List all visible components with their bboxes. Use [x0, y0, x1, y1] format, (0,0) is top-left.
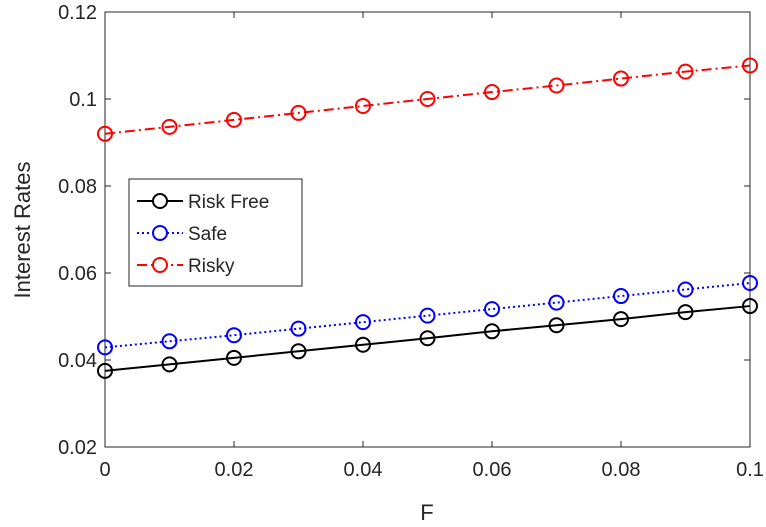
data-point-risk-free	[419, 330, 436, 347]
data-point-risky	[419, 91, 436, 107]
y-axis-label: Interest Rates	[10, 162, 35, 299]
data-point-safe	[548, 294, 565, 311]
series-line-risky	[104, 64, 751, 135]
data-point-safe	[97, 339, 113, 356]
data-point-risk-free	[290, 343, 307, 360]
series-safe	[97, 275, 758, 356]
data-point-risky	[161, 118, 178, 135]
y-tick-label: 0.04	[58, 350, 97, 372]
y-tick-label: 0.1	[69, 89, 97, 111]
data-point-risky	[97, 125, 113, 142]
y-tick-label: 0.02	[58, 437, 97, 459]
legend-marker-risk-free	[152, 193, 168, 209]
legend-marker-safe	[152, 225, 168, 241]
data-point-risky	[613, 70, 629, 87]
y-tick-label: 0.12	[58, 2, 97, 24]
series-layer	[97, 57, 758, 379]
data-point-safe	[419, 307, 436, 324]
x-tick-label: 0.06	[473, 459, 512, 481]
data-point-safe	[484, 301, 500, 318]
data-point-safe	[226, 327, 242, 344]
legend-label-safe: Safe	[188, 224, 227, 245]
data-point-safe	[677, 281, 694, 298]
data-point-risk-free	[677, 304, 694, 321]
data-point-risky	[548, 77, 565, 94]
data-point-risky	[226, 111, 242, 128]
series-line-risk-free	[104, 305, 751, 372]
data-point-safe	[355, 314, 371, 331]
series-risky	[97, 57, 758, 142]
data-point-risk-free	[613, 311, 629, 328]
data-point-safe	[290, 320, 307, 337]
data-point-risky	[677, 63, 694, 80]
plot-area	[104, 11, 751, 448]
legend: Risk Free Safe Risky	[128, 178, 303, 287]
y-tick-label: 0.06	[58, 263, 97, 285]
data-point-risk-free	[161, 356, 178, 373]
data-point-risk-free	[97, 362, 113, 379]
data-point-risk-free	[742, 298, 758, 315]
series-line-safe	[104, 282, 751, 349]
data-point-safe	[742, 275, 758, 292]
y-axis: 0.02 0.04 0.06 0.08 0.1 0.12	[58, 2, 750, 459]
x-tick-label: 0.02	[215, 459, 254, 481]
data-point-risky	[290, 104, 307, 121]
x-tick-label: 0	[99, 459, 110, 481]
data-point-risky	[742, 57, 758, 74]
data-point-risk-free	[484, 323, 500, 340]
data-point-risky	[355, 97, 371, 114]
legend-marker-risky	[152, 257, 168, 273]
data-point-safe	[613, 288, 629, 305]
data-point-safe	[161, 333, 178, 350]
legend-label-risky: Risky	[188, 256, 235, 277]
x-axis-label: F	[420, 500, 433, 525]
x-tick-label: 0.04	[344, 459, 383, 481]
y-tick-label: 0.08	[58, 176, 97, 198]
data-point-risk-free	[226, 349, 242, 366]
plot-frame	[104, 11, 751, 448]
x-tick-label: 0.1	[736, 459, 764, 481]
data-point-risky	[484, 84, 500, 101]
series-risk-free	[97, 298, 758, 379]
x-axis: 0 0.02 0.04 0.06 0.08 0.1	[99, 12, 764, 481]
x-tick-label: 0.08	[602, 459, 641, 481]
data-point-risk-free	[355, 336, 371, 353]
data-point-risk-free	[548, 317, 565, 334]
legend-label-risk-free: Risk Free	[188, 192, 269, 213]
